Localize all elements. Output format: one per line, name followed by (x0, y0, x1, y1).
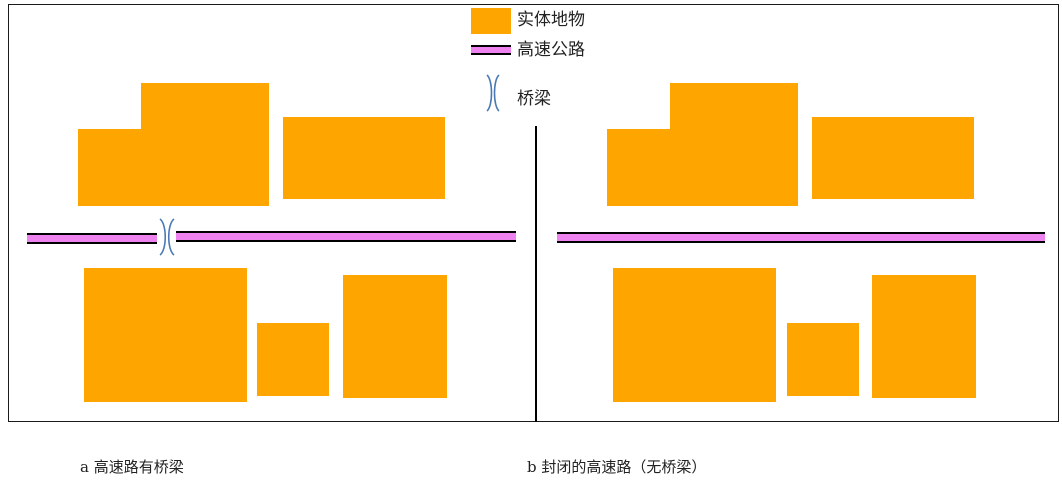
left-feature-top-left-upper (141, 83, 269, 206)
legend-bridge-label: 桥梁 (517, 89, 551, 109)
left-feature-bottom-middle (257, 323, 329, 396)
right-highway (557, 232, 1045, 243)
legend-feature-swatch (471, 8, 511, 34)
right-feature-top-left-upper (670, 83, 798, 206)
left-highway-segment-east (176, 231, 516, 242)
left-highway-segment-west (27, 233, 157, 244)
left-feature-bottom-right (343, 275, 447, 398)
caption-left: a 高速路有桥梁 (80, 456, 184, 477)
legend-highway-swatch (471, 45, 511, 55)
right-feature-bottom-middle (787, 323, 859, 396)
left-feature-top-left-lower (78, 129, 142, 206)
right-feature-bottom-left (613, 268, 776, 402)
legend-bridge-icon (484, 74, 502, 112)
caption-right: b 封闭的高速路（无桥梁） (527, 456, 706, 477)
left-feature-top-right (283, 117, 445, 199)
right-feature-top-left-lower (607, 129, 671, 206)
left-bridge-icon (156, 218, 178, 256)
panel-divider (535, 126, 537, 422)
legend-feature-label: 实体地物 (517, 10, 585, 30)
right-feature-bottom-right (872, 275, 976, 398)
legend-highway-label: 高速公路 (517, 40, 585, 60)
right-feature-top-right (812, 117, 974, 199)
left-feature-bottom-left (84, 268, 247, 402)
